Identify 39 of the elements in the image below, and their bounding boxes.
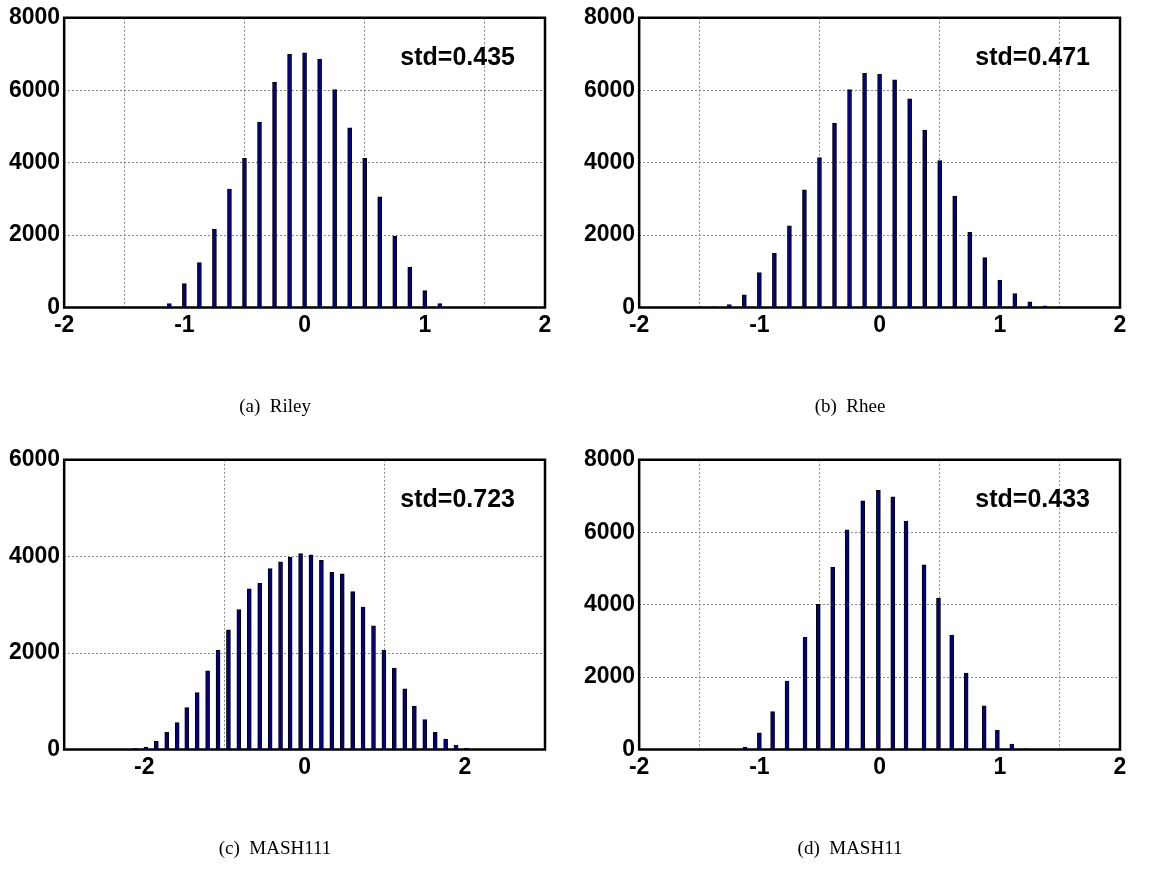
y-tick-label: 6000 (583, 517, 636, 544)
text: (a) Riley (239, 394, 312, 417)
y-tick-label: 4000 (583, 590, 636, 617)
x-tick-label: 2 (1113, 310, 1127, 337)
x-tick-label: -1 (174, 310, 195, 337)
y-tick-label: 6000 (8, 75, 61, 102)
x-tick-label: 2 (458, 752, 472, 779)
x-tick-label: -1 (749, 752, 770, 779)
x-tick-label: -2 (134, 752, 155, 779)
y-tick-label: 2000 (583, 220, 636, 247)
x-tick-label: 0 (298, 310, 311, 337)
y-tick-label: 6000 (8, 445, 61, 472)
x-tick-label: 0 (873, 752, 886, 779)
x-tick-label: 2 (538, 310, 552, 337)
x-tick-label: 1 (993, 310, 1007, 337)
x-tick-label: 1 (993, 752, 1007, 779)
x-tick-label: 2 (1113, 752, 1127, 779)
y-tick-label: 6000 (583, 75, 636, 102)
annotation: std=0.471 (975, 42, 1091, 71)
x-tick-label: -1 (749, 310, 770, 337)
x-tick-label: 0 (873, 310, 886, 337)
y-tick-label: 2000 (583, 662, 636, 689)
y-tick-label: 4000 (8, 148, 61, 175)
y-tick-label: 4000 (583, 148, 636, 175)
y-tick-label: 8000 (583, 445, 636, 472)
annotation: std=0.723 (400, 484, 515, 513)
annotation: std=0.435 (400, 42, 516, 71)
text: (c) MASH111 (218, 836, 332, 859)
y-tick-label: 2000 (8, 220, 61, 247)
y-tick-label: 0 (47, 734, 61, 761)
y-tick-label: 4000 (8, 541, 61, 568)
annotation: std=0.433 (975, 484, 1090, 513)
y-tick-label: 8000 (583, 3, 636, 30)
text: (b) Rhee (814, 394, 886, 417)
x-tick-label: 0 (298, 752, 311, 779)
y-tick-label: 8000 (8, 3, 61, 30)
x-tick-label: 1 (418, 310, 432, 337)
y-tick-label: 2000 (8, 638, 61, 665)
text: (d) MASH11 (797, 836, 903, 859)
